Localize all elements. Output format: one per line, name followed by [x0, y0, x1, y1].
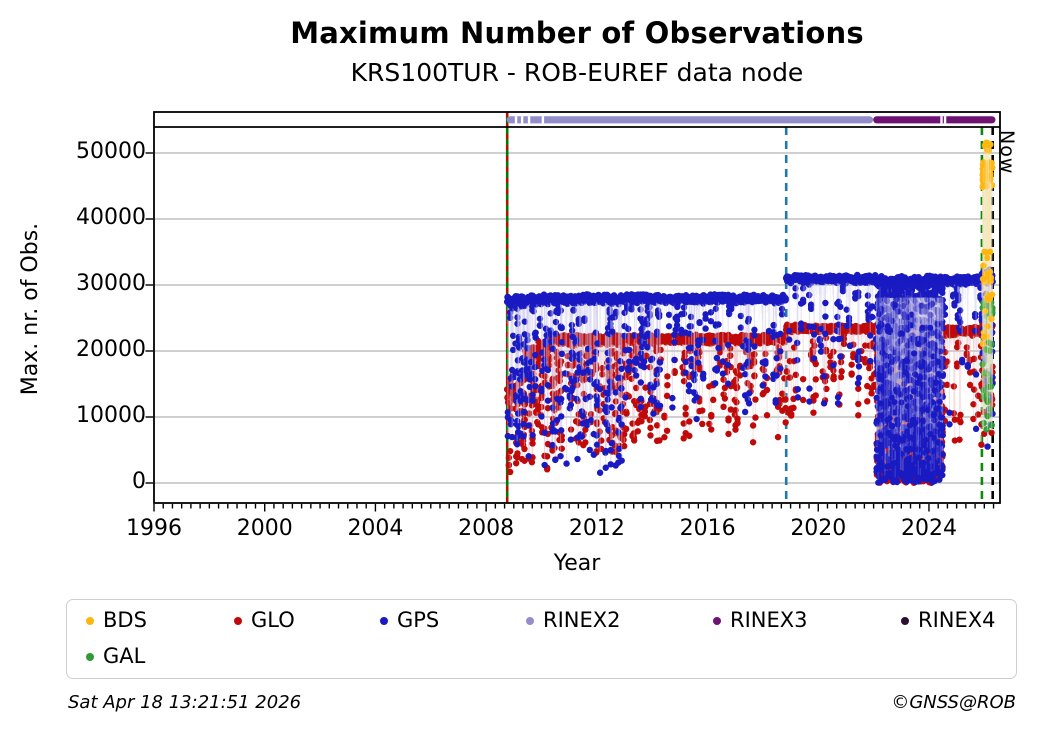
rinex4-marker-icon [901, 617, 909, 625]
x-tick-2016: 2016 [679, 516, 736, 541]
chart-subtitle: KRS100TUR - ROB-EUREF data node [350, 58, 804, 87]
x-tick-2024: 2024 [901, 516, 958, 541]
now-annotation: Now [996, 130, 1018, 175]
x-tick-2020: 2020 [790, 516, 847, 541]
rinex2-marker-icon [526, 617, 534, 625]
y-tick-0: 0 [132, 469, 146, 494]
legend: BDS GLO GPS RINEX2 RINEX3 RINEX4 GAL [66, 599, 1017, 679]
y-tick-30000: 30000 [76, 271, 146, 296]
legend-label-glo: GLO [251, 608, 295, 632]
legend-label-gps: GPS [397, 608, 440, 632]
legend-label-gal: GAL [103, 644, 146, 668]
gal-marker-icon [86, 653, 94, 661]
glo-marker-icon [234, 617, 242, 625]
legend-label-rinex4: RINEX4 [918, 608, 996, 632]
y-tick-50000: 50000 [76, 139, 146, 164]
y-tick-40000: 40000 [76, 205, 146, 230]
x-tick-2012: 2012 [568, 516, 625, 541]
x-tick-2004: 2004 [347, 516, 404, 541]
y-tick-10000: 10000 [76, 403, 146, 428]
y-axis-label: Max. nr. of Obs. [18, 222, 43, 396]
legend-label-rinex2: RINEX2 [543, 608, 621, 632]
rinex3-marker-icon [713, 617, 721, 625]
copyright: ©GNSS@ROB [891, 692, 1016, 713]
x-tick-2000: 2000 [236, 516, 293, 541]
x-tick-2008: 2008 [458, 516, 515, 541]
x-axis-label: Year [553, 551, 601, 576]
gps-marker-icon [380, 617, 388, 625]
legend-label-rinex3: RINEX3 [730, 608, 808, 632]
bds-marker-icon [86, 617, 94, 625]
y-tick-20000: 20000 [76, 337, 146, 362]
plot-timestamp: Sat Apr 18 13:21:51 2026 [68, 692, 302, 713]
chart-title: Maximum Number of Observations [290, 16, 864, 50]
x-tick-1996: 1996 [126, 516, 182, 541]
legend-label-bds: BDS [103, 608, 147, 632]
